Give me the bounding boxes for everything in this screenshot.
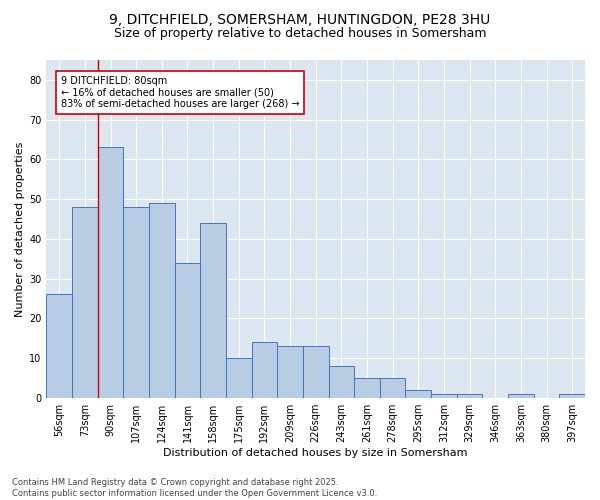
Bar <box>380 378 406 398</box>
Bar <box>175 262 200 398</box>
Bar <box>72 207 98 398</box>
Text: Contains HM Land Registry data © Crown copyright and database right 2025.
Contai: Contains HM Land Registry data © Crown c… <box>12 478 377 498</box>
Bar <box>226 358 251 398</box>
Bar <box>277 346 303 398</box>
Bar <box>200 223 226 398</box>
Bar <box>406 390 431 398</box>
Bar <box>457 394 482 398</box>
Bar <box>124 207 149 398</box>
Bar <box>354 378 380 398</box>
Text: Size of property relative to detached houses in Somersham: Size of property relative to detached ho… <box>114 28 486 40</box>
Y-axis label: Number of detached properties: Number of detached properties <box>15 141 25 316</box>
Bar <box>46 294 72 398</box>
X-axis label: Distribution of detached houses by size in Somersham: Distribution of detached houses by size … <box>163 448 468 458</box>
Bar <box>149 203 175 398</box>
Bar <box>508 394 534 398</box>
Bar <box>431 394 457 398</box>
Bar <box>98 148 124 398</box>
Bar <box>329 366 354 398</box>
Text: 9 DITCHFIELD: 80sqm
← 16% of detached houses are smaller (50)
83% of semi-detach: 9 DITCHFIELD: 80sqm ← 16% of detached ho… <box>61 76 299 109</box>
Bar <box>251 342 277 398</box>
Text: 9, DITCHFIELD, SOMERSHAM, HUNTINGDON, PE28 3HU: 9, DITCHFIELD, SOMERSHAM, HUNTINGDON, PE… <box>109 12 491 26</box>
Bar <box>303 346 329 398</box>
Bar <box>559 394 585 398</box>
